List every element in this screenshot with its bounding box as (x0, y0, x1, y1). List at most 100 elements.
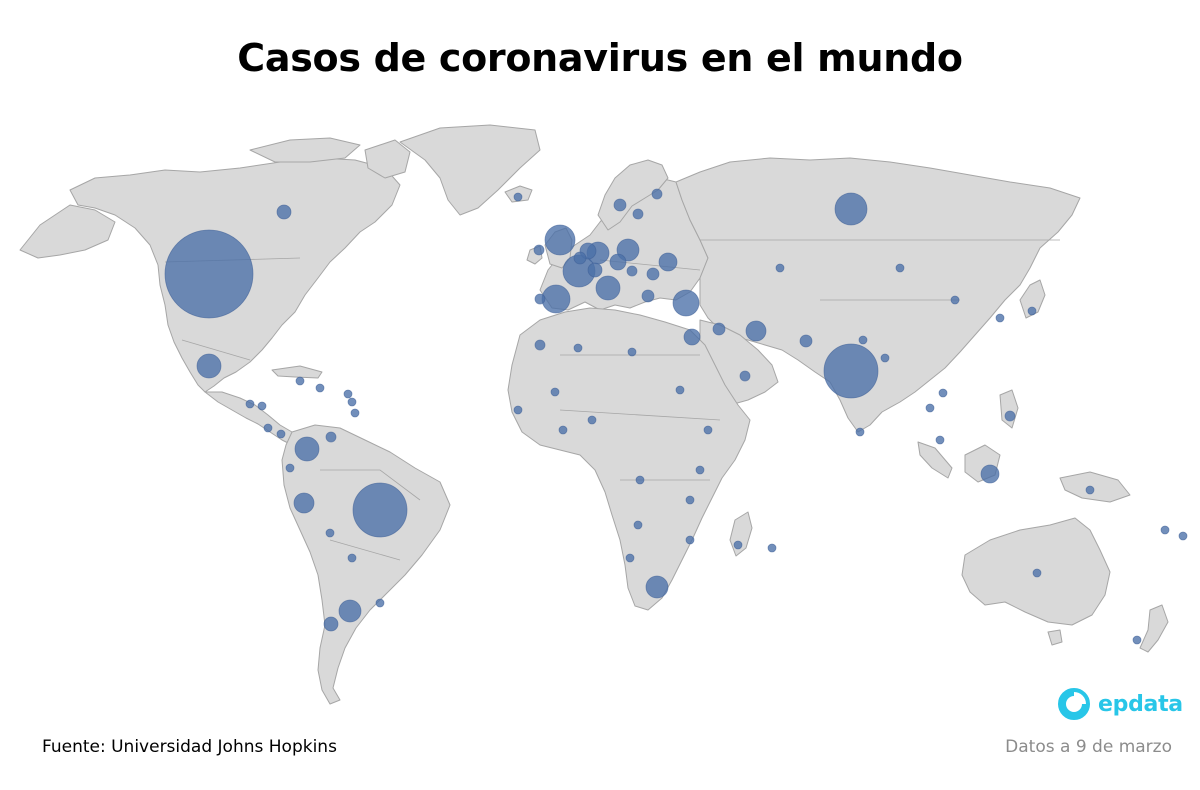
bubble-south-africa[interactable] (645, 575, 669, 599)
bubble-belgium[interactable] (573, 251, 587, 265)
bubble-thailand[interactable] (925, 403, 935, 413)
bubble-switzerland[interactable] (587, 262, 603, 278)
bubble-caribbean-1[interactable] (347, 397, 357, 407)
bubble-bangladesh[interactable] (880, 353, 890, 363)
bubble-honduras[interactable] (257, 401, 267, 411)
bubble-colombia[interactable] (294, 436, 320, 462)
bubble-norway[interactable] (613, 198, 627, 212)
bubble-sri-lanka[interactable] (855, 427, 865, 437)
bubble-mauritius[interactable] (767, 543, 777, 553)
bubble-portugal[interactable] (534, 293, 546, 305)
bubble-kazakhstan[interactable] (775, 263, 785, 273)
land-alaska (19, 204, 116, 259)
date-note: Datos a 9 de marzo (1005, 737, 1172, 757)
bubble-iran[interactable] (745, 320, 767, 342)
source-note: Fuente: Universidad Johns Hopkins (42, 737, 337, 757)
bubble-namibia[interactable] (625, 553, 635, 563)
bubble-ethiopia[interactable] (703, 425, 713, 435)
bubble-ghana[interactable] (558, 425, 568, 435)
bubble-malaysia[interactable] (935, 435, 945, 445)
bubble-turkey[interactable] (672, 289, 700, 317)
bubble-ireland[interactable] (533, 244, 545, 256)
bubble-caribbean-2[interactable] (350, 408, 360, 418)
bubble-nigeria[interactable] (587, 415, 597, 425)
land-arctic-islands (249, 137, 361, 163)
bubble-argentina[interactable] (338, 599, 362, 623)
bubble-costa-rica[interactable] (263, 423, 273, 433)
bubble-hungary[interactable] (626, 265, 638, 277)
bubble-peru[interactable] (293, 492, 315, 514)
bubble-united-states[interactable] (164, 229, 254, 319)
bubble-kenya[interactable] (695, 465, 705, 475)
bubble-finland[interactable] (651, 188, 663, 200)
border-south-america-1 (320, 469, 421, 501)
bubble-italy[interactable] (595, 275, 621, 301)
bubble-mozambique[interactable] (685, 535, 695, 545)
bubble-spain[interactable] (541, 284, 571, 314)
bubble-australia[interactable] (1032, 568, 1042, 578)
bubble-senegal[interactable] (513, 405, 523, 415)
bubble-romania[interactable] (646, 267, 660, 281)
bubble-venezuela[interactable] (325, 431, 337, 443)
bubble-nepal[interactable] (858, 335, 868, 345)
bubble-morocco[interactable] (534, 339, 546, 351)
bubble-iraq[interactable] (712, 322, 726, 336)
bubble-japan[interactable] (1027, 306, 1037, 316)
bubble-saudi-arabia[interactable] (739, 370, 751, 382)
bubble-angola[interactable] (633, 520, 643, 530)
bubble-korea[interactable] (995, 313, 1005, 323)
bubble-chile[interactable] (323, 616, 339, 632)
bubble-guatemala[interactable] (245, 399, 255, 409)
bubble-papua[interactable] (1085, 485, 1095, 495)
bubble-cuba[interactable] (295, 376, 305, 386)
bubble-iceland[interactable] (513, 192, 523, 202)
bubble-vietnam[interactable] (938, 388, 948, 398)
bubble-bolivia[interactable] (325, 528, 335, 538)
bubble-panama[interactable] (276, 429, 286, 439)
bubble-philippines[interactable] (1004, 410, 1016, 422)
bubble-greece[interactable] (641, 289, 655, 303)
bubble-new-zealand[interactable] (1132, 635, 1142, 645)
bubble-indonesia[interactable] (980, 464, 1000, 484)
bubble-madagascar[interactable] (733, 540, 743, 550)
border-africa-sahel (559, 409, 721, 421)
epdata-ring-icon (1058, 688, 1090, 720)
bubble-mali[interactable] (550, 387, 560, 397)
land-philippines (999, 389, 1019, 429)
bubble-tanzania[interactable] (685, 495, 695, 505)
bubble-ecuador[interactable] (285, 463, 295, 473)
bubble-india[interactable] (823, 343, 879, 399)
bubble-united-kingdom[interactable] (544, 224, 576, 256)
bubble-russia[interactable] (834, 192, 868, 226)
bubble-sweden[interactable] (632, 208, 644, 220)
land-new-zealand (1139, 604, 1169, 653)
bubble-china[interactable] (950, 295, 960, 305)
brand-name: epdata (1098, 691, 1183, 717)
bubble-mongolia[interactable] (895, 263, 905, 273)
bubble-egypt[interactable] (683, 328, 701, 346)
bubble-paraguay[interactable] (347, 553, 357, 563)
bubble-brazil[interactable] (352, 482, 408, 538)
bubble-austria[interactable] (609, 253, 627, 271)
bubble-sudan[interactable] (675, 385, 685, 395)
bubble-ukraine[interactable] (658, 252, 678, 272)
land-new-guinea (1059, 471, 1131, 503)
bubble-algeria[interactable] (573, 343, 583, 353)
bubble-mexico[interactable] (196, 353, 222, 379)
bubble-congo[interactable] (635, 475, 645, 485)
bubble-pacific[interactable] (1178, 531, 1188, 541)
land-madagascar (729, 511, 753, 557)
bubble-canada[interactable] (276, 204, 292, 220)
bubble-uruguay[interactable] (375, 598, 385, 608)
bubble-fiji[interactable] (1160, 525, 1170, 535)
bubble-pakistan[interactable] (799, 334, 813, 348)
land-central-america (204, 391, 301, 447)
bubble-caribbean-3[interactable] (343, 389, 353, 399)
bubble-libya[interactable] (627, 347, 637, 357)
bubble-dominican-republic[interactable] (315, 383, 325, 393)
land-south-america (281, 424, 451, 705)
land-japan (1019, 279, 1046, 319)
page-title: Casos de coronavirus en el mundo (237, 36, 963, 80)
